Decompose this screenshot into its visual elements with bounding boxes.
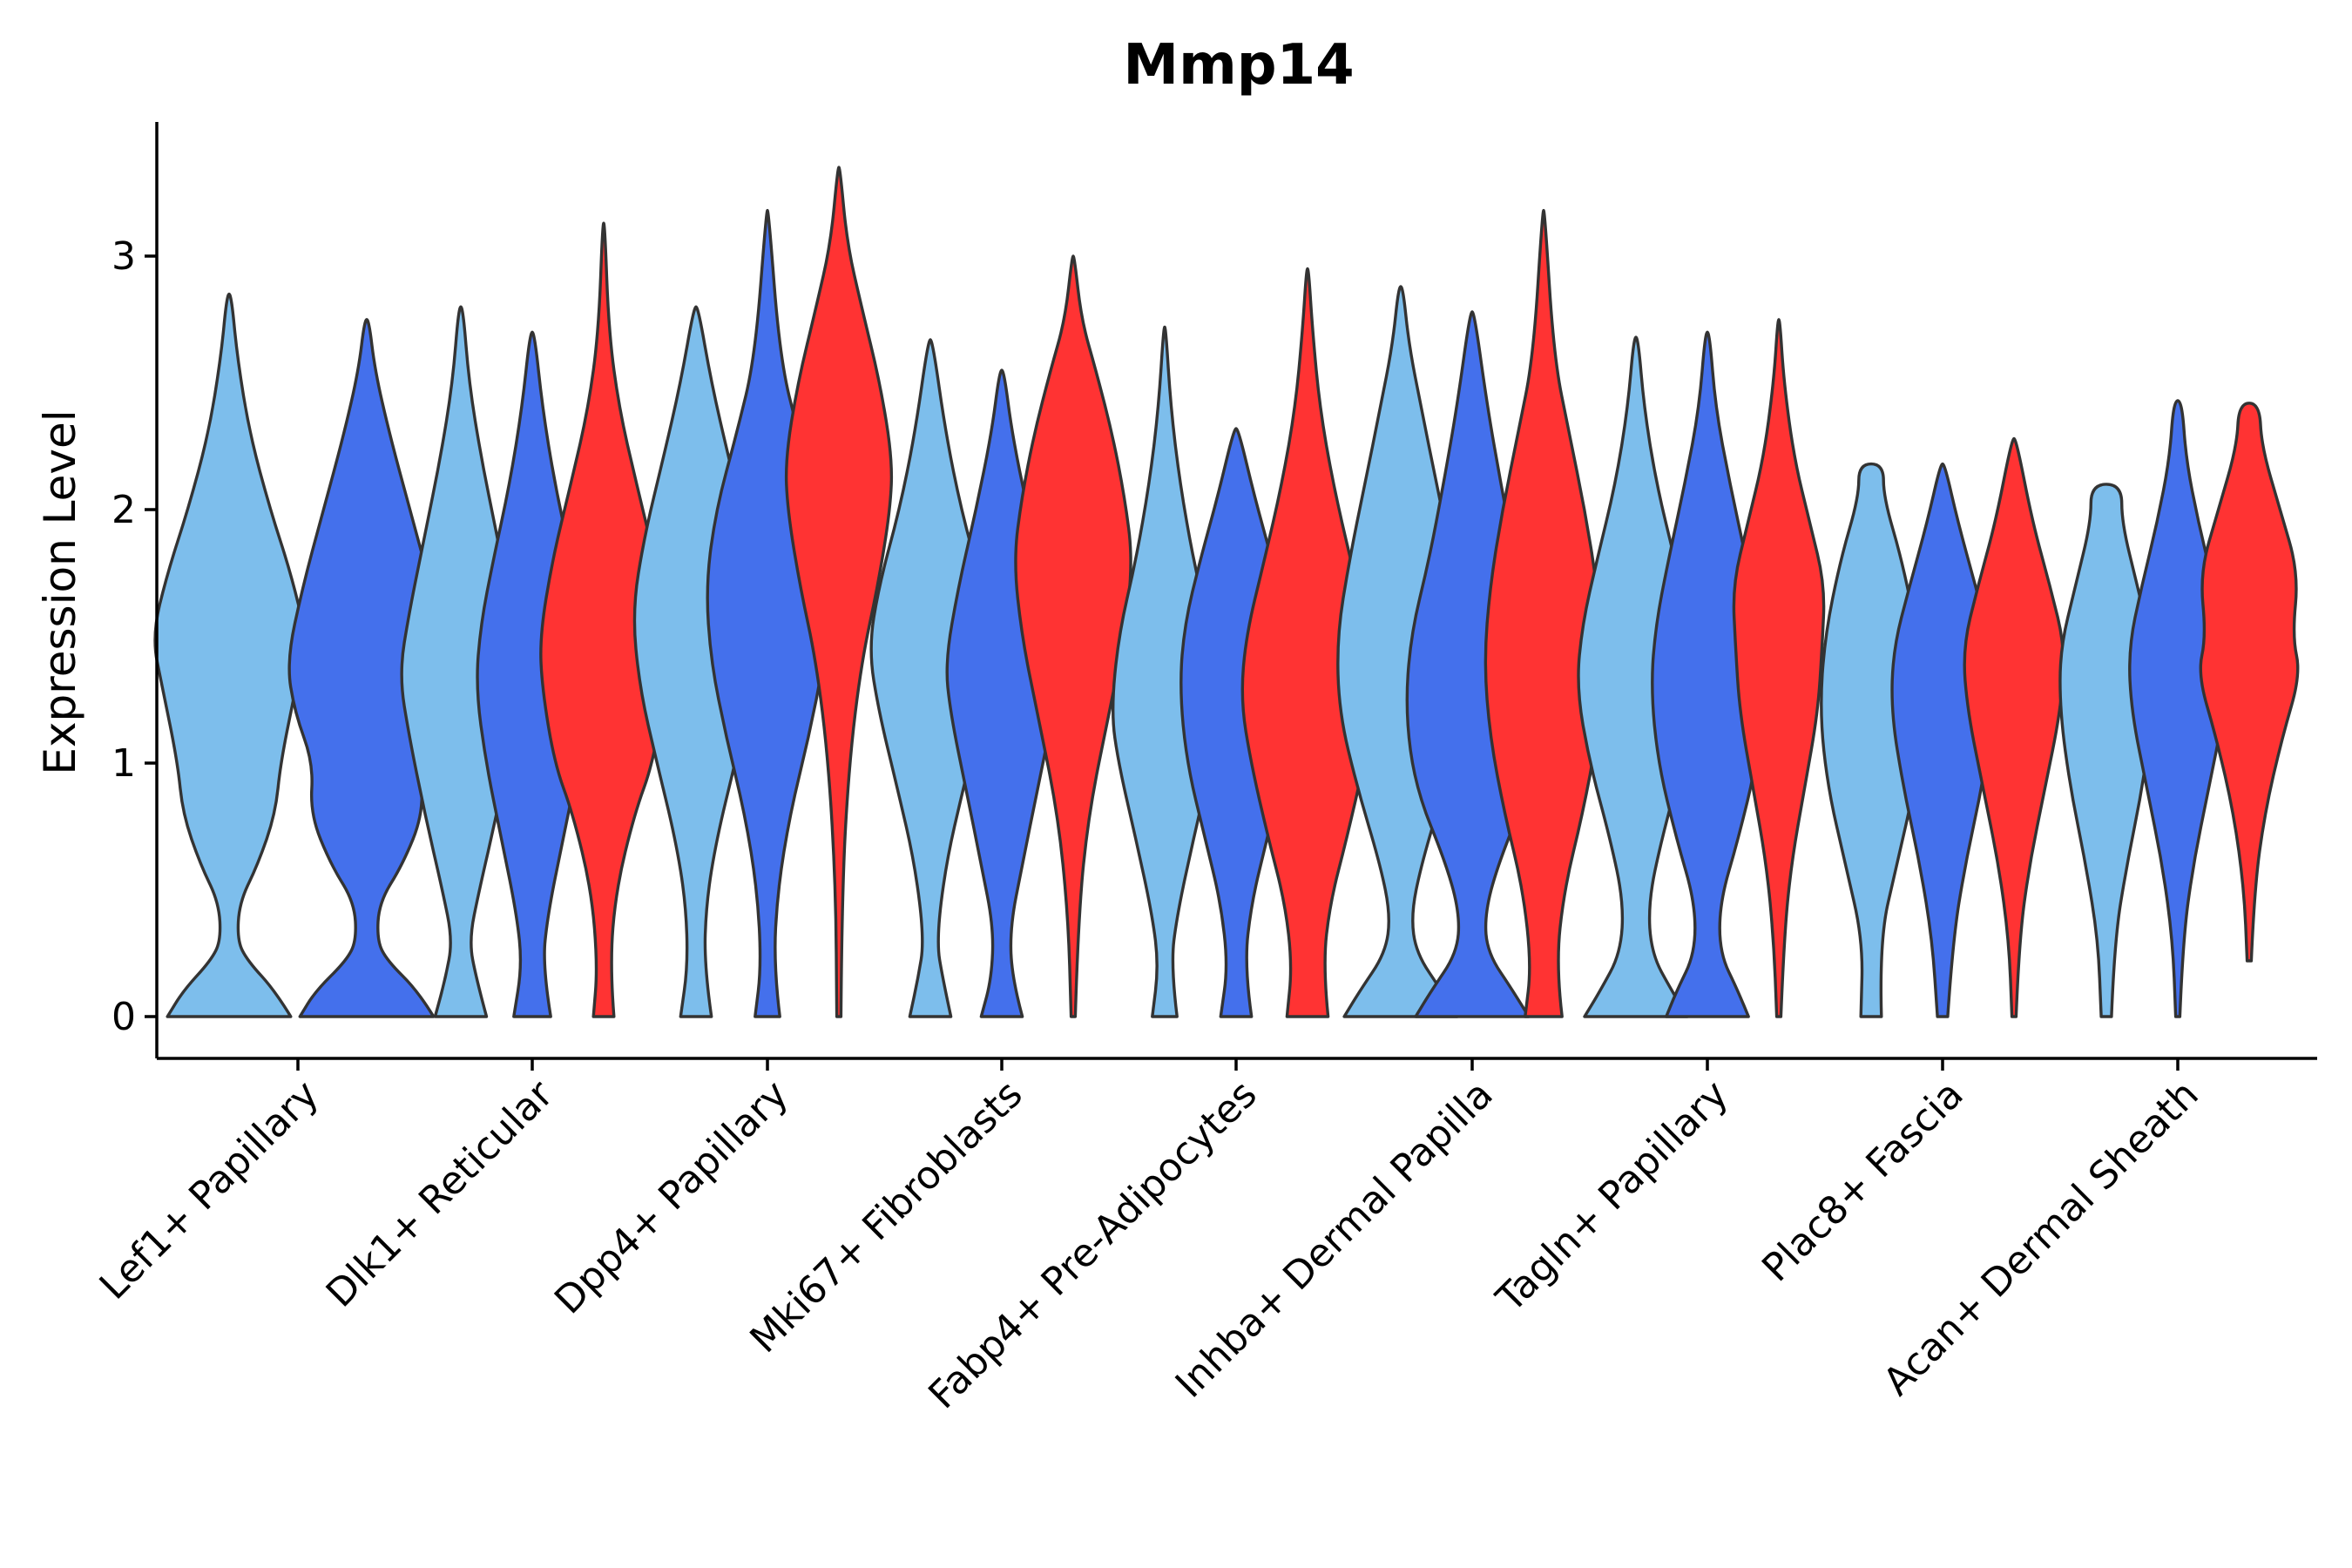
violins-layer xyxy=(153,166,2300,1018)
violin-group xyxy=(1112,267,1375,1018)
y-tick-label: 0 xyxy=(112,995,136,1039)
violin xyxy=(1014,254,1132,1018)
violin-group xyxy=(400,221,668,1018)
y-axis-label: Expression Level xyxy=(35,409,85,774)
x-tick-label: Plac8+ Fascia xyxy=(1754,1072,1972,1291)
chart-title: Mmp14 xyxy=(1123,33,1354,98)
y-tick-label: 3 xyxy=(112,234,136,279)
violin xyxy=(2058,483,2154,1018)
y-tick-label: 1 xyxy=(112,741,136,786)
violin xyxy=(2199,402,2300,963)
violin-group xyxy=(153,292,446,1018)
violin xyxy=(706,208,829,1018)
violin-group xyxy=(869,254,1132,1018)
violin xyxy=(784,166,894,1018)
violin xyxy=(287,318,446,1018)
violin xyxy=(2128,399,2227,1018)
x-tick-label: Dlk1+ Reticular xyxy=(318,1071,563,1316)
violin-group xyxy=(1577,318,1826,1018)
violin-group xyxy=(1336,208,1604,1018)
violin xyxy=(1963,436,2065,1018)
x-tick-label: Dpp4+ Papillary xyxy=(546,1072,797,1323)
violin xyxy=(153,292,305,1018)
violin xyxy=(869,338,991,1018)
violin-group xyxy=(1820,436,2065,1018)
violin xyxy=(1732,318,1826,1018)
violin xyxy=(1651,330,1764,1018)
y-tick-label: 2 xyxy=(112,488,136,532)
violin xyxy=(1890,462,1995,1018)
x-tick-label: Tagln+ Papillary xyxy=(1488,1072,1737,1321)
violin-group xyxy=(632,166,894,1018)
violin-group xyxy=(2058,399,2300,1018)
x-tick-label: Lef1+ Papillary xyxy=(91,1072,328,1308)
